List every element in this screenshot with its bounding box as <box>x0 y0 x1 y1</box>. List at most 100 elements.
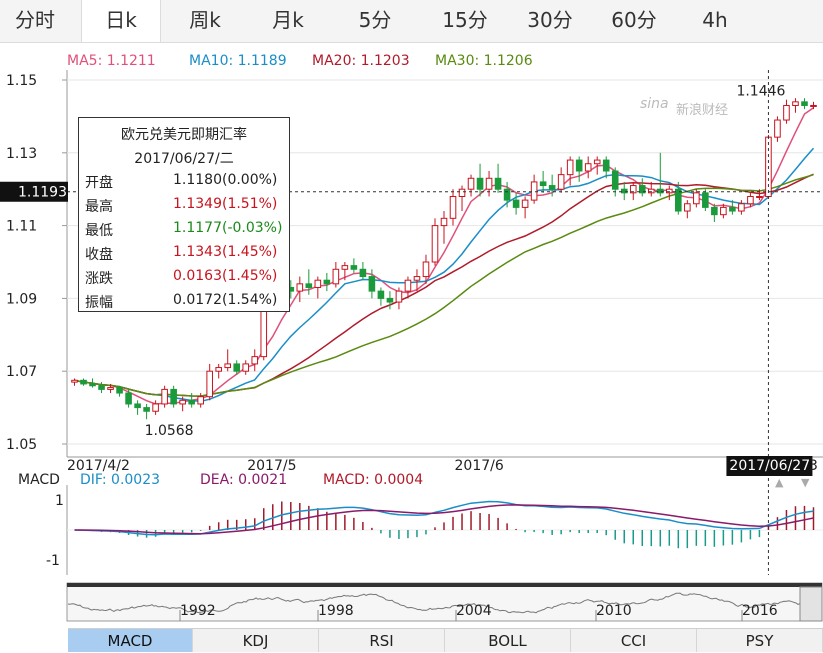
crosshair-date-label: 2017/06/27 <box>729 458 810 474</box>
candle-body <box>584 163 592 172</box>
tab-15min[interactable]: 15分 <box>442 8 488 32</box>
tab-boll[interactable]: BOLL <box>445 629 571 652</box>
candle-body <box>206 370 213 398</box>
overview-year-label: 1998 <box>318 603 354 619</box>
candle-body <box>656 188 664 194</box>
tab-monthly-k[interactable]: 月k <box>272 8 304 32</box>
candle-body <box>440 217 448 227</box>
macd-histogram <box>82 501 815 549</box>
overview-top-bar <box>67 583 822 587</box>
candle-body <box>314 279 322 288</box>
candle-body <box>557 174 565 190</box>
overview-year-label: 2010 <box>596 603 632 619</box>
overview-range-handle[interactable] <box>799 586 823 622</box>
info-label-amplitude: 振幅 <box>85 295 113 311</box>
candle-body <box>422 261 430 278</box>
candle-body <box>449 195 457 219</box>
info-value-amplitude: 0.0172(1.54%) <box>173 292 278 308</box>
overview-year-label: 2004 <box>456 603 492 619</box>
candle-body <box>738 203 745 212</box>
dea-legend: DEA: 0.0021 <box>200 472 288 488</box>
tab-psy[interactable]: PSY <box>697 629 823 652</box>
period-tab-bar: 分时 日k 周k 月k 5分 15分 30分 60分 4h <box>0 0 823 43</box>
overview-year-label: 2016 <box>742 603 778 619</box>
candle-body <box>296 283 304 292</box>
candle-body <box>521 199 529 208</box>
candle-body <box>711 206 718 216</box>
y-tick-label: 1.05 <box>6 437 37 453</box>
candle-body <box>575 159 583 172</box>
tab-daily-k[interactable]: 日k <box>81 0 161 42</box>
y-tick-label: 1.13 <box>6 146 37 162</box>
candle-body <box>161 388 168 405</box>
info-title: 欧元兑美元即期汇率 <box>121 127 247 143</box>
y-tick-label: 1.15 <box>6 73 37 89</box>
candle-body <box>224 363 232 369</box>
candle-body <box>332 268 340 285</box>
price-tick-labels: 1.15 1.13 1.11 1.09 1.07 1.05 <box>6 73 67 453</box>
candle-body <box>404 279 412 292</box>
candle-body <box>116 387 123 394</box>
candle-body <box>729 206 736 212</box>
overview-frame <box>66 582 823 622</box>
info-value-low: 1.1177(-0.03%) <box>173 220 283 236</box>
candle-body <box>485 177 493 190</box>
crosshair-date-edge: 3 <box>809 458 818 474</box>
candle-body <box>620 188 628 194</box>
candle-body <box>503 188 511 201</box>
candle-body <box>107 387 114 390</box>
tab-rsi[interactable]: RSI <box>319 629 445 652</box>
info-label-high: 最高 <box>85 199 113 215</box>
candle-body <box>80 379 87 385</box>
candle-body <box>368 276 376 292</box>
candle-body <box>810 104 817 107</box>
candle-body <box>143 407 150 412</box>
candle-body <box>684 203 691 212</box>
candle-body <box>774 119 781 138</box>
ma10-legend: MA10: 1.1189 <box>189 53 287 69</box>
macd-lines <box>74 500 814 536</box>
y-tick-label: 1.07 <box>6 364 37 380</box>
history-overview-strip[interactable]: 1992 1998 2004 2010 2016 <box>0 582 823 624</box>
candle-body <box>242 363 250 372</box>
candle-body <box>539 181 547 187</box>
info-label-change: 涨跌 <box>85 271 113 287</box>
low-annotation: 1.0568 <box>145 423 194 439</box>
tab-weekly-k[interactable]: 周k <box>189 8 221 32</box>
candle-body <box>341 265 349 270</box>
candle-body <box>413 276 421 281</box>
candle-body <box>395 290 403 303</box>
tab-cci[interactable]: CCI <box>571 629 697 652</box>
tab-macd[interactable]: MACD <box>68 629 193 652</box>
macd-title: MACD <box>18 472 60 488</box>
candle-body <box>747 195 754 205</box>
macd-grid: 1 -1 <box>46 493 823 569</box>
candle-body <box>152 403 159 412</box>
watermark-logo: sina <box>640 96 669 112</box>
macd-y-tick-label: 1 <box>55 493 64 509</box>
info-value-close: 1.1343(1.45%) <box>173 244 278 260</box>
candle-body <box>783 104 790 121</box>
candle-body <box>179 399 186 405</box>
candle-body <box>134 403 141 409</box>
candle-body <box>323 279 331 285</box>
ma5-legend: MA5: 1.1211 <box>67 53 156 69</box>
crosshair-price-label: 1.1193 <box>18 185 67 201</box>
info-label-low: 最低 <box>85 223 113 239</box>
candle-body <box>494 177 502 190</box>
tab-5min[interactable]: 5分 <box>358 8 392 32</box>
macd-value-legend: MACD: 0.0004 <box>323 472 424 488</box>
tab-30min[interactable]: 30分 <box>527 8 573 32</box>
overview-year-labels: 1992 1998 2004 2010 2016 <box>179 603 778 621</box>
tab-4h[interactable]: 4h <box>702 8 728 32</box>
candle-body <box>801 101 808 106</box>
tab-60min[interactable]: 60分 <box>611 8 657 32</box>
tab-intraday[interactable]: 分时 <box>15 8 55 32</box>
candle-body <box>512 199 520 208</box>
candle-body <box>197 396 204 405</box>
scroll-up-arrow: ▲ <box>775 476 784 489</box>
scroll-down-arrow: ▼ <box>801 476 810 489</box>
high-annotation: 1.1446 <box>736 84 785 100</box>
tab-kdj[interactable]: KDJ <box>193 629 319 652</box>
